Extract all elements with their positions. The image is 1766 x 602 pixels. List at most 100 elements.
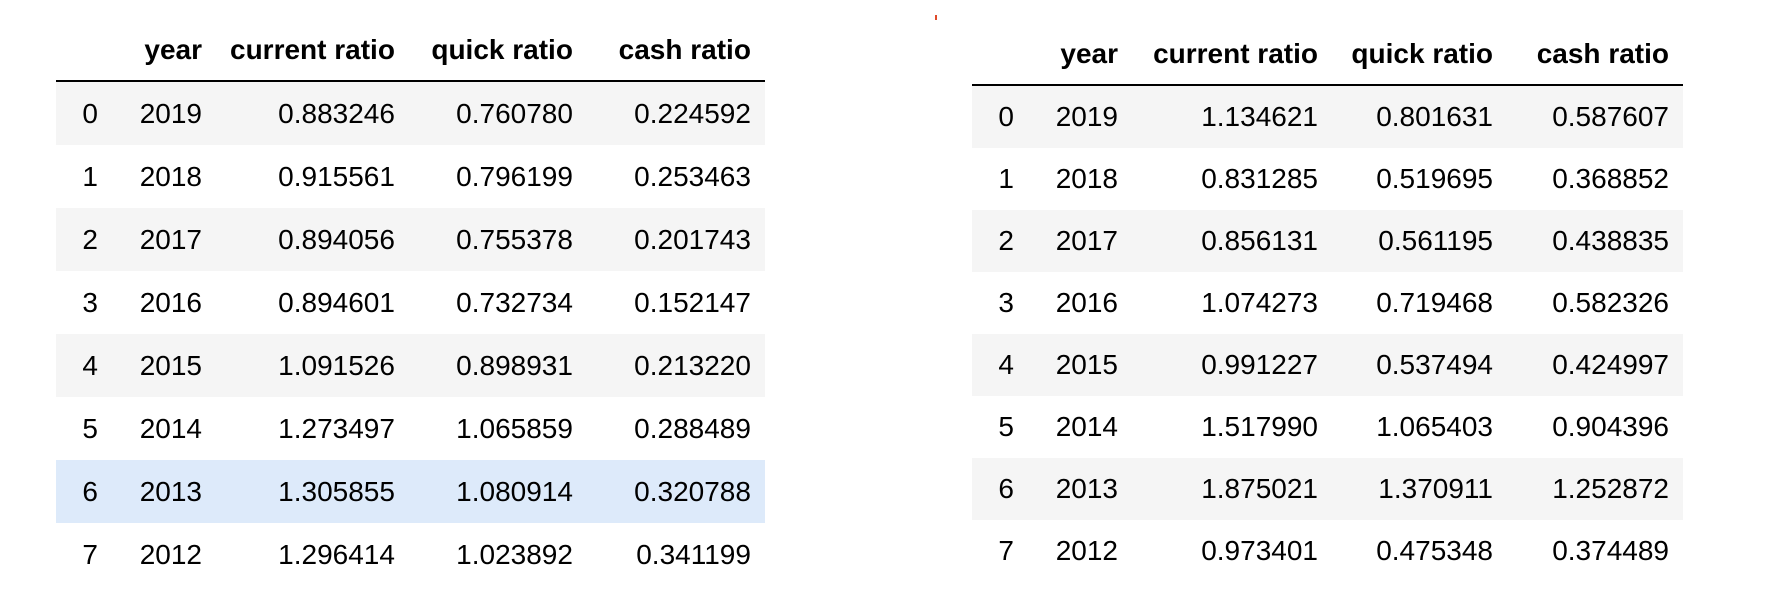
table-row: 0 2019 0.883246 0.760780 0.224592 xyxy=(56,81,765,145)
index-cell: 4 xyxy=(82,349,98,381)
table-header-row: year current ratio quick ratio cash rati… xyxy=(56,20,765,82)
column-header-cash-ratio: cash ratio xyxy=(586,20,765,82)
table-header-row: year current ratio quick ratio cash rati… xyxy=(972,24,1683,86)
quick-ratio-cell: 0.719468 xyxy=(1376,287,1493,318)
index-cell: 5 xyxy=(998,411,1014,442)
year-cell: 2012 xyxy=(139,538,202,570)
dataframe-table-left: year current ratio quick ratio cash rati… xyxy=(56,20,765,586)
column-header-index xyxy=(972,24,1028,86)
quick-ratio-cell: 0.519695 xyxy=(1376,163,1493,194)
quick-ratio-cell: 0.561195 xyxy=(1378,225,1493,256)
index-cell: 7 xyxy=(82,538,98,570)
table-row: 3 2016 1.074273 0.719468 0.582326 xyxy=(972,272,1683,334)
current-ratio-cell: 1.875021 xyxy=(1201,473,1318,504)
index-cell: 7 xyxy=(998,535,1014,566)
current-ratio-cell: 1.074273 xyxy=(1201,287,1318,318)
current-ratio-cell: 1.517990 xyxy=(1201,411,1318,442)
cash-ratio-cell: 0.341199 xyxy=(636,538,751,570)
cash-ratio-cell: 0.374489 xyxy=(1552,535,1669,566)
cash-ratio-cell: 0.213220 xyxy=(634,349,751,381)
current-ratio-cell: 1.296414 xyxy=(278,538,395,570)
table-row: 1 2018 0.915561 0.796199 0.253463 xyxy=(56,145,765,208)
index-cell: 0 xyxy=(82,97,98,129)
cash-ratio-cell: 0.253463 xyxy=(634,160,751,192)
cash-ratio-cell: 0.368852 xyxy=(1552,163,1669,194)
year-cell: 2013 xyxy=(139,475,202,507)
quick-ratio-cell: 0.537494 xyxy=(1376,349,1493,380)
current-ratio-cell: 0.915561 xyxy=(278,160,395,192)
quick-ratio-cell: 1.080914 xyxy=(456,475,573,507)
table-body: 0 2019 1.134621 0.801631 0.587607 1 2018 0.8312… xyxy=(972,85,1683,582)
table-row: 4 2015 0.991227 0.537494 0.424997 xyxy=(972,334,1683,396)
index-cell: 2 xyxy=(82,223,98,255)
current-ratio-cell: 0.991227 xyxy=(1201,349,1318,380)
current-ratio-cell: 0.856131 xyxy=(1201,225,1318,256)
index-cell: 3 xyxy=(82,286,98,318)
current-ratio-cell: 0.894056 xyxy=(278,223,395,255)
cash-ratio-cell: 0.587607 xyxy=(1552,101,1669,132)
column-header-current-ratio: current ratio xyxy=(216,20,409,82)
column-header-cash-ratio: cash ratio xyxy=(1507,24,1683,86)
current-ratio-cell: 1.305855 xyxy=(278,475,395,507)
quick-ratio-cell: 1.065859 xyxy=(456,412,573,444)
current-ratio-cell: 1.091526 xyxy=(278,349,395,381)
cash-ratio-cell: 0.438835 xyxy=(1552,225,1669,256)
column-header-year: year xyxy=(1028,24,1132,86)
cash-ratio-cell: 0.201743 xyxy=(634,223,751,255)
quick-ratio-cell: 0.475348 xyxy=(1376,535,1493,566)
quick-ratio-cell: 0.801631 xyxy=(1376,101,1493,132)
year-cell: 2013 xyxy=(1055,473,1118,504)
index-cell: 3 xyxy=(998,287,1014,318)
year-cell: 2018 xyxy=(139,160,202,192)
year-cell: 2019 xyxy=(1055,101,1118,132)
quick-ratio-cell: 0.732734 xyxy=(456,286,573,318)
year-cell: 2016 xyxy=(1055,287,1118,318)
tiny-red-mark xyxy=(935,15,937,20)
year-cell: 2016 xyxy=(139,286,202,318)
dataframe-table-right: year current ratio quick ratio cash rati… xyxy=(972,24,1683,582)
cash-ratio-cell: 0.424997 xyxy=(1552,349,1669,380)
cash-ratio-cell: 0.288489 xyxy=(634,412,751,444)
table-row: 7 2012 1.296414 1.023892 0.341199 xyxy=(56,523,765,586)
current-ratio-cell: 0.973401 xyxy=(1201,535,1318,566)
index-cell: 4 xyxy=(998,349,1014,380)
quick-ratio-cell: 1.370911 xyxy=(1378,473,1493,504)
table-row: 5 2014 1.273497 1.065859 0.288489 xyxy=(56,397,765,460)
current-ratio-cell: 1.134621 xyxy=(1201,101,1318,132)
cash-ratio-cell: 0.320788 xyxy=(634,475,751,507)
index-cell: 1 xyxy=(998,163,1014,194)
current-ratio-cell: 0.831285 xyxy=(1201,163,1318,194)
table-row: 7 2012 0.973401 0.475348 0.374489 xyxy=(972,520,1683,582)
quick-ratio-cell: 0.755378 xyxy=(456,223,573,255)
year-cell: 2019 xyxy=(139,97,202,129)
cash-ratio-cell: 0.904396 xyxy=(1552,411,1669,442)
year-cell: 2012 xyxy=(1055,535,1118,566)
table-body: 0 2019 0.883246 0.760780 0.224592 1 2018 0.9155… xyxy=(56,81,765,586)
table-row: 0 2019 1.134621 0.801631 0.587607 xyxy=(972,85,1683,148)
index-cell: 5 xyxy=(82,412,98,444)
table-row: 6 2013 1.305855 1.080914 0.320788 xyxy=(56,460,765,523)
column-header-year: year xyxy=(112,20,216,82)
year-cell: 2014 xyxy=(139,412,202,444)
index-cell: 6 xyxy=(998,473,1014,504)
quick-ratio-cell: 0.898931 xyxy=(456,349,573,381)
table-row: 3 2016 0.894601 0.732734 0.152147 xyxy=(56,271,765,334)
index-cell: 2 xyxy=(998,225,1014,256)
year-cell: 2018 xyxy=(1055,163,1118,194)
quick-ratio-cell: 1.065403 xyxy=(1376,411,1493,442)
index-cell: 0 xyxy=(998,101,1014,132)
column-header-quick-ratio: quick ratio xyxy=(1332,24,1507,86)
table-row: 6 2013 1.875021 1.370911 1.252872 xyxy=(972,458,1683,520)
column-header-quick-ratio: quick ratio xyxy=(408,20,587,82)
year-cell: 2017 xyxy=(139,223,202,255)
current-ratio-cell: 0.894601 xyxy=(278,286,395,318)
year-cell: 2015 xyxy=(1055,349,1118,380)
quick-ratio-cell: 1.023892 xyxy=(456,538,573,570)
cash-ratio-cell: 0.224592 xyxy=(634,97,751,129)
quick-ratio-cell: 0.796199 xyxy=(456,160,573,192)
table-row: 2 2017 0.856131 0.561195 0.438835 xyxy=(972,210,1683,272)
year-cell: 2014 xyxy=(1055,411,1118,442)
current-ratio-cell: 1.273497 xyxy=(278,412,395,444)
year-cell: 2017 xyxy=(1055,225,1118,256)
table-row: 1 2018 0.831285 0.519695 0.368852 xyxy=(972,148,1683,210)
